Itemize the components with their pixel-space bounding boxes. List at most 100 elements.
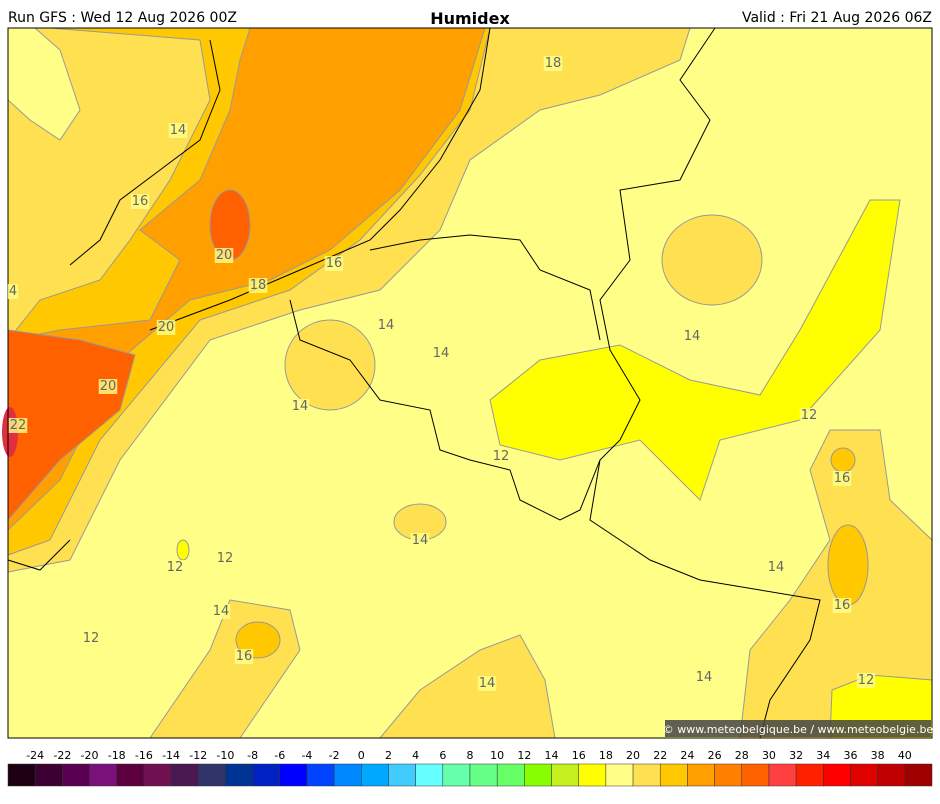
colorbar-swatch [89, 763, 117, 787]
contour-14 [661, 214, 763, 306]
contour-label-bg [130, 194, 150, 209]
contour-label-bg [8, 418, 28, 433]
colorbar-label: 28 [735, 749, 749, 762]
contour-label: 14 [412, 533, 429, 548]
colorbar-swatch [388, 763, 416, 787]
colorbar-label: 18 [599, 749, 613, 762]
contour-label: 20 [158, 320, 175, 335]
colorbar-swatch [252, 763, 281, 787]
contour-label-bg [694, 670, 714, 685]
colorbar-swatch [442, 763, 471, 787]
colorbar-swatch [687, 763, 715, 787]
colorbar-swatch [768, 763, 797, 787]
colorbar-swatch [578, 763, 607, 787]
contour-label-bg [682, 329, 702, 344]
colorbar-label: -20 [81, 749, 99, 762]
contour-label: 16 [834, 471, 851, 486]
contour-label-bg [431, 346, 451, 361]
colorbar-label: 24 [680, 749, 694, 762]
contour-label: 12 [83, 631, 100, 646]
contour-label: 14 [696, 670, 713, 685]
colorbar-label: 22 [653, 749, 667, 762]
contour-label-bg [214, 248, 234, 263]
contour-label-bg [165, 560, 185, 575]
colorbar-label: -24 [26, 749, 44, 762]
colorbar-swatch [632, 763, 661, 787]
colorbar-swatch [116, 763, 145, 787]
colorbar-swatch [333, 763, 362, 787]
colorbar-swatch [415, 763, 444, 787]
colorbar-swatch [850, 763, 878, 787]
contour-label: 4 [9, 284, 17, 299]
contour-label-bg [98, 379, 118, 394]
contour-label-bg [7, 284, 19, 299]
colorbar-swatch [197, 763, 226, 787]
colorbar-label: -8 [247, 749, 258, 762]
colorbar-swatch [306, 763, 335, 787]
colorbar-label: 26 [708, 749, 722, 762]
contour-label-bg [290, 399, 310, 414]
contour-label: 14 [479, 676, 496, 691]
colorbar-label: 16 [572, 749, 586, 762]
contour-label: 14 [768, 560, 785, 575]
contour-label: 12 [493, 449, 510, 464]
colorbar-swatch [170, 763, 199, 787]
colorbar-swatch [524, 763, 552, 787]
contour-label: 12 [217, 551, 234, 566]
colorbar-swatch [143, 763, 172, 787]
colorbar-label: 14 [545, 749, 559, 762]
contour-12 [176, 539, 190, 561]
contour-label: 14 [684, 329, 701, 344]
contour-label-bg [799, 408, 819, 423]
contour-label-bg [376, 318, 396, 333]
coastline [69, 39, 221, 266]
colorbar-swatch [741, 763, 770, 787]
colorbar-label: 34 [816, 749, 830, 762]
copyright-box [665, 720, 931, 737]
contour-label: 16 [326, 256, 343, 271]
colorbar-label: -2 [329, 749, 340, 762]
borders [7, 27, 821, 739]
contour-gap [7, 27, 81, 141]
contour-label-bg [215, 551, 235, 566]
colorbar-swatch [469, 763, 498, 787]
colorbar-label: 38 [871, 749, 885, 762]
colorbar-label: -14 [162, 749, 180, 762]
contour-label: 14 [292, 399, 309, 414]
contour-label-bg [81, 631, 101, 646]
contour-label: 12 [167, 560, 184, 575]
colorbar-swatch [361, 763, 389, 787]
colorbar-label: -18 [108, 749, 126, 762]
map-frame [7, 27, 933, 739]
contour-16 [827, 524, 869, 606]
border [589, 27, 821, 739]
border [289, 299, 601, 521]
contour-label-bg [832, 598, 852, 613]
contour-label-bg [766, 560, 786, 575]
contour-label: 22 [10, 418, 27, 433]
colorbar-swatch [904, 763, 933, 787]
colorbar-swatch [714, 763, 743, 787]
colorbar-label: 6 [439, 749, 446, 762]
contour-label: 16 [132, 194, 149, 209]
colorbar-swatch [7, 763, 36, 787]
colorbar-label: 12 [517, 749, 531, 762]
contour-label: 14 [213, 604, 230, 619]
colorbar-label: -16 [135, 749, 153, 762]
colorbar-label: 20 [626, 749, 640, 762]
colorbar-swatch [34, 763, 63, 787]
colorbar-swatch [659, 763, 688, 787]
colorbar-label: 36 [843, 749, 857, 762]
colorbar-swatch [62, 763, 90, 787]
valid-label: Valid : Fri 21 Aug 2026 06Z [742, 10, 932, 26]
border [369, 234, 601, 341]
colorbar-swatch [795, 763, 824, 787]
contour-label: 12 [801, 408, 818, 423]
contour-label-bg [168, 123, 188, 138]
contour-label-bg [856, 673, 876, 688]
contour-label-bg [410, 533, 430, 548]
contour-label: 20 [100, 379, 117, 394]
colorbar-label: 30 [762, 749, 776, 762]
